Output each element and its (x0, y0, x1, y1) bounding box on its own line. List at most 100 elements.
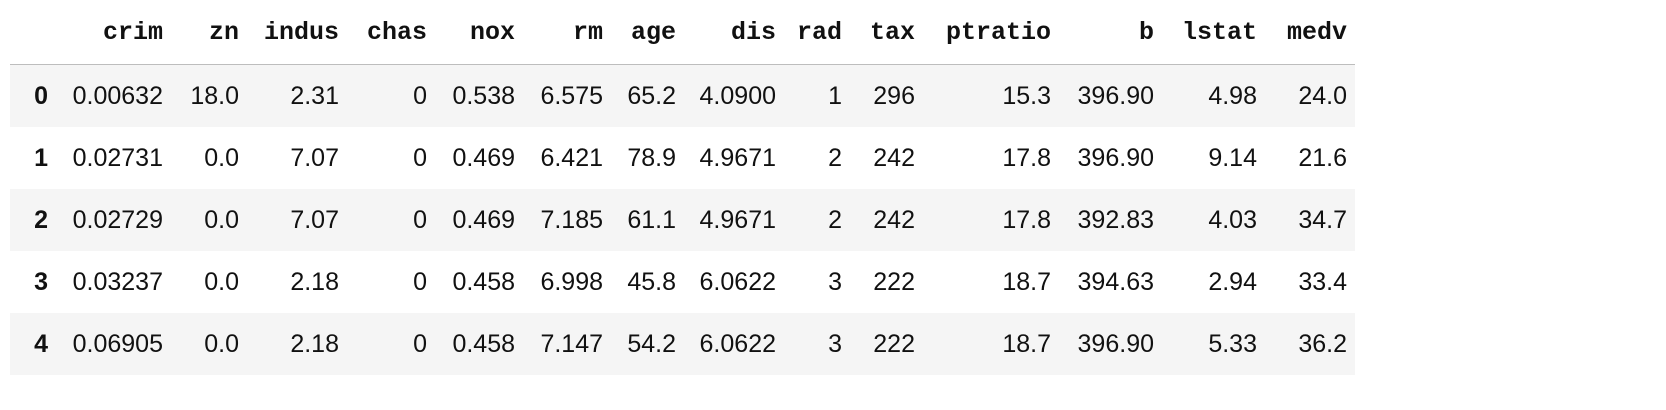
cell-rad: 1 (828, 81, 842, 110)
column-header-b: b (1059, 0, 1162, 65)
table-header: crim zn indus chas nox rm age dis rad ta… (10, 0, 1355, 65)
cell-indus: 2.18 (290, 329, 339, 358)
cell-lstat: 5.33 (1208, 329, 1257, 358)
cell-rad: 2 (828, 205, 842, 234)
table-row: 3 0.03237 0.0 2.18 0 0.458 6.998 45.8 6.… (10, 251, 1355, 313)
cell-chas: 0 (413, 81, 427, 110)
column-header-age: age (611, 0, 684, 65)
column-header-medv: medv (1265, 0, 1355, 65)
cell-age: 54.2 (627, 329, 676, 358)
column-header-indus: indus (247, 0, 347, 65)
cell-chas: 0 (413, 205, 427, 234)
cell-medv: 24.0 (1298, 81, 1347, 110)
row-index: 0 (34, 81, 48, 110)
cell-dis: 6.0622 (699, 329, 776, 358)
cell-zn: 0.0 (204, 143, 239, 172)
row-index: 4 (34, 329, 48, 358)
cell-crim: 0.03237 (72, 267, 163, 296)
cell-age: 65.2 (627, 81, 676, 110)
cell-indus: 2.31 (290, 81, 339, 110)
cell-nox: 0.469 (452, 143, 515, 172)
cell-crim: 0.02731 (72, 143, 163, 172)
cell-nox: 0.469 (452, 205, 515, 234)
cell-lstat: 4.03 (1208, 205, 1257, 234)
cell-b: 392.83 (1077, 205, 1154, 234)
cell-rm: 7.185 (540, 205, 603, 234)
cell-age: 45.8 (627, 267, 676, 296)
cell-b: 396.90 (1077, 81, 1154, 110)
cell-dis: 4.0900 (699, 81, 776, 110)
column-header-chas: chas (347, 0, 435, 65)
column-header-tax: tax (850, 0, 923, 65)
table-row: 1 0.02731 0.0 7.07 0 0.469 6.421 78.9 4.… (10, 127, 1355, 189)
cell-indus: 7.07 (290, 205, 339, 234)
cell-medv: 33.4 (1298, 267, 1347, 296)
cell-ptratio: 17.8 (1002, 143, 1051, 172)
cell-tax: 222 (873, 267, 915, 296)
cell-zn: 0.0 (204, 267, 239, 296)
column-header-ptratio: ptratio (923, 0, 1059, 65)
cell-age: 78.9 (627, 143, 676, 172)
cell-crim: 0.02729 (72, 205, 163, 234)
cell-tax: 222 (873, 329, 915, 358)
cell-ptratio: 18.7 (1002, 329, 1051, 358)
cell-lstat: 2.94 (1208, 267, 1257, 296)
cell-age: 61.1 (627, 205, 676, 234)
cell-rad: 2 (828, 143, 842, 172)
cell-chas: 0 (413, 267, 427, 296)
column-header-lstat: lstat (1162, 0, 1265, 65)
column-header-crim: crim (58, 0, 171, 65)
table-row: 4 0.06905 0.0 2.18 0 0.458 7.147 54.2 6.… (10, 313, 1355, 375)
row-index: 2 (34, 205, 48, 234)
cell-b: 396.90 (1077, 143, 1154, 172)
cell-chas: 0 (413, 329, 427, 358)
cell-dis: 6.0622 (699, 267, 776, 296)
table-row: 0 0.00632 18.0 2.31 0 0.538 6.575 65.2 4… (10, 64, 1355, 127)
cell-b: 396.90 (1077, 329, 1154, 358)
dataframe-table: crim zn indus chas nox rm age dis rad ta… (10, 0, 1355, 375)
cell-b: 394.63 (1077, 267, 1154, 296)
cell-rad: 3 (828, 267, 842, 296)
cell-rad: 3 (828, 329, 842, 358)
table-row: 2 0.02729 0.0 7.07 0 0.469 7.185 61.1 4.… (10, 189, 1355, 251)
cell-tax: 242 (873, 205, 915, 234)
column-header-zn: zn (171, 0, 247, 65)
cell-ptratio: 17.8 (1002, 205, 1051, 234)
cell-rm: 6.998 (540, 267, 603, 296)
cell-nox: 0.458 (452, 329, 515, 358)
cell-tax: 242 (873, 143, 915, 172)
column-header-nox: nox (435, 0, 523, 65)
cell-medv: 36.2 (1298, 329, 1347, 358)
column-header-rad: rad (784, 0, 850, 65)
cell-crim: 0.00632 (72, 81, 163, 110)
cell-nox: 0.458 (452, 267, 515, 296)
cell-zn: 0.0 (204, 205, 239, 234)
row-index: 3 (34, 267, 48, 296)
cell-ptratio: 18.7 (1002, 267, 1051, 296)
dataframe-output: crim zn indus chas nox rm age dis rad ta… (10, 0, 1355, 375)
cell-tax: 296 (873, 81, 915, 110)
index-header (10, 0, 58, 65)
cell-medv: 21.6 (1298, 143, 1347, 172)
cell-indus: 7.07 (290, 143, 339, 172)
row-index: 1 (34, 143, 48, 172)
cell-rm: 6.421 (540, 143, 603, 172)
cell-rm: 7.147 (540, 329, 603, 358)
cell-indus: 2.18 (290, 267, 339, 296)
table-body: 0 0.00632 18.0 2.31 0 0.538 6.575 65.2 4… (10, 64, 1355, 375)
cell-lstat: 9.14 (1208, 143, 1257, 172)
column-header-rm: rm (523, 0, 611, 65)
cell-chas: 0 (413, 143, 427, 172)
cell-lstat: 4.98 (1208, 81, 1257, 110)
header-row: crim zn indus chas nox rm age dis rad ta… (10, 0, 1355, 65)
cell-dis: 4.9671 (699, 143, 776, 172)
cell-dis: 4.9671 (699, 205, 776, 234)
cell-rm: 6.575 (540, 81, 603, 110)
cell-crim: 0.06905 (72, 329, 163, 358)
column-header-dis: dis (684, 0, 784, 65)
cell-nox: 0.538 (452, 81, 515, 110)
cell-zn: 0.0 (204, 329, 239, 358)
cell-ptratio: 15.3 (1002, 81, 1051, 110)
cell-medv: 34.7 (1298, 205, 1347, 234)
cell-zn: 18.0 (190, 81, 239, 110)
